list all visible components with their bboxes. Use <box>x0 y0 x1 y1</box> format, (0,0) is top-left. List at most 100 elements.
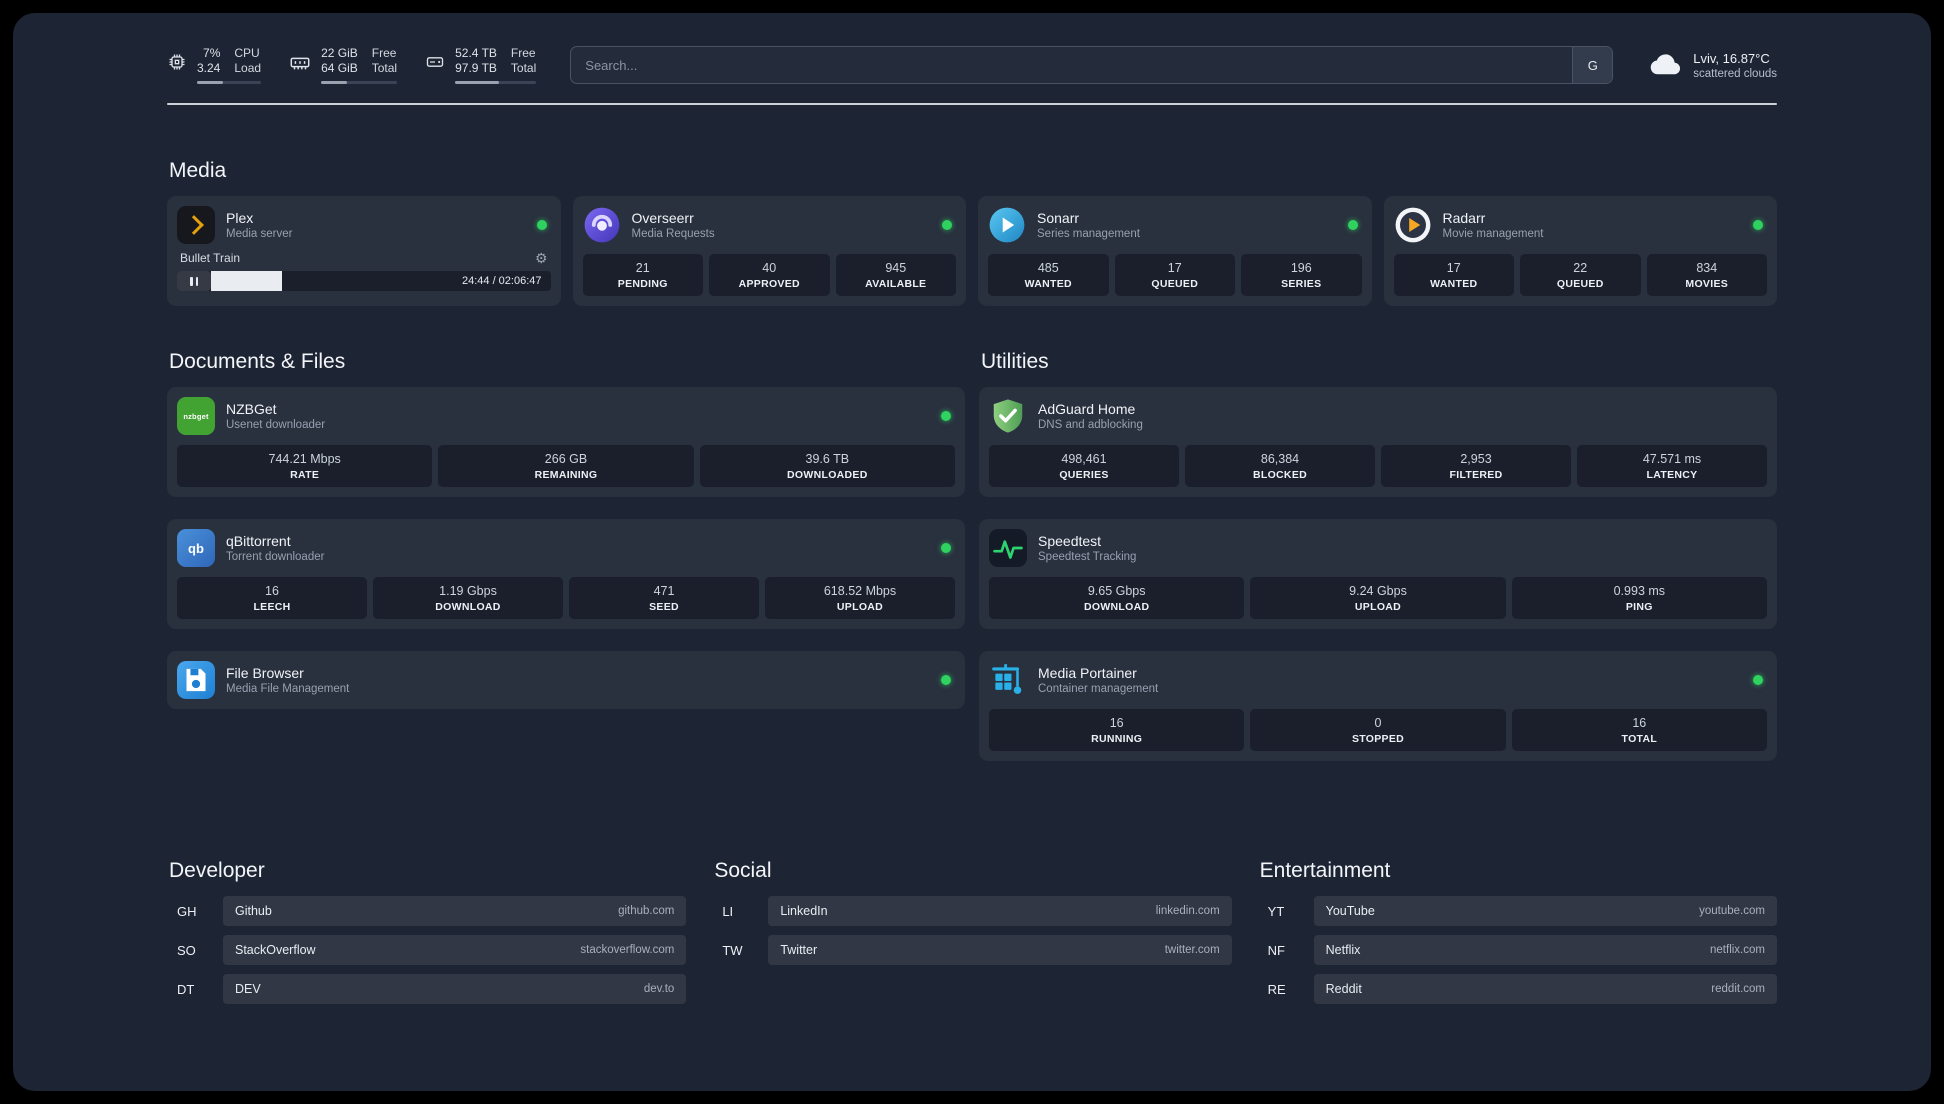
playback-time: 24:44 / 02:06:47 <box>461 275 542 287</box>
service-card-qbittorrent[interactable]: qb qBittorrent Torrent downloader 16 LEEC… <box>167 519 965 629</box>
bookmark-reddit[interactable]: RE Reddit reddit.com <box>1258 974 1777 1004</box>
service-card-overseerr[interactable]: Overseerr Media Requests 21 PENDING 40 APP… <box>572 196 966 306</box>
section-media: Media Plex Media server Bullet Train ⚙ <box>167 159 1777 306</box>
cpu-usage-bar-fill <box>197 81 223 84</box>
service-card-sonarr[interactable]: Sonarr Series management 485 WANTED 17 QUE… <box>978 196 1372 306</box>
section-title-social: Social <box>714 859 772 882</box>
stat-tile: 17 QUEUED <box>1114 254 1235 296</box>
memory-icon <box>290 57 310 70</box>
weather-condition: scattered clouds <box>1693 67 1777 80</box>
nzbget-icon: nzbget <box>177 397 215 435</box>
disk-usage-bar-fill <box>455 81 499 84</box>
service-name: Speedtest <box>1038 533 1102 549</box>
bookmark-linkedin[interactable]: LI LinkedIn linkedin.com <box>712 896 1232 926</box>
weather-location: Lviv, 16.87°C <box>1693 50 1770 66</box>
service-name: Radarr <box>1442 210 1486 226</box>
bookmark-url: github.com <box>618 905 675 917</box>
service-card-plex[interactable]: Plex Media server Bullet Train ⚙ 24:44 /… <box>167 196 561 306</box>
service-name: qBittorrent <box>226 533 291 549</box>
topbar-divider <box>167 103 1777 105</box>
stat-tile: 1.19 Gbps DOWNLOAD <box>373 577 563 619</box>
stat-tile: 618.52 Mbps UPLOAD <box>765 577 955 619</box>
cpu-widget: 7% 3.24 CPU Load <box>167 46 262 84</box>
now-playing-title: Bullet Train <box>180 251 241 265</box>
bookmark-stackoverflow[interactable]: SO StackOverflow stackoverflow.com <box>167 935 687 965</box>
topbar: 7% 3.24 CPU Load 22 GiB 64 GiB <box>167 13 1777 87</box>
stat-tile: 9.65 Gbps DOWNLOAD <box>989 577 1245 619</box>
section-developer: Developer GH Github github.com SO StackOv… <box>167 859 687 1013</box>
bookmark-github[interactable]: GH Github github.com <box>167 896 687 926</box>
stat-tile: 0 STOPPED <box>1250 709 1506 751</box>
stat-tile: 485 WANTED <box>988 254 1109 296</box>
stat-tile: 22 QUEUED <box>1520 254 1641 296</box>
bookmark-url: reddit.com <box>1711 983 1765 995</box>
service-description: Container management <box>1038 683 1159 695</box>
status-dot <box>941 411 951 421</box>
search-input[interactable] <box>571 47 1573 83</box>
pause-button[interactable] <box>177 271 211 291</box>
service-description: Media Requests <box>631 228 715 240</box>
stat-tile: 40 APPROVED <box>709 254 830 296</box>
stat-tile: 39.6 TB DOWNLOADED <box>699 445 955 487</box>
cpu-icon <box>169 54 185 70</box>
section-social: Social LI LinkedIn linkedin.com TW Twitte… <box>712 859 1232 1013</box>
service-name: Media Portainer <box>1038 665 1137 681</box>
stat-tile: 498,461 QUERIES <box>989 445 1179 487</box>
stat-tile: 86,384 BLOCKED <box>1185 445 1375 487</box>
bookmark-name: Github <box>235 904 272 918</box>
bookmark-twitter[interactable]: TW Twitter twitter.com <box>712 935 1232 965</box>
stat-tile: 945 AVAILABLE <box>835 254 956 296</box>
service-card-filebrowser[interactable]: File Browser Media File Management <box>167 651 965 709</box>
bookmark-dev[interactable]: DT DEV dev.to <box>167 974 687 1004</box>
section-utilities: Utilities AdGuard Home DNS and adblockin… <box>979 350 1777 783</box>
status-dot <box>941 543 951 553</box>
bookmark-youtube[interactable]: YT YouTube youtube.com <box>1258 896 1777 926</box>
service-card-nzbget[interactable]: nzbget NZBGet Usenet downloader 744.21 M… <box>167 387 965 497</box>
playback-progress-fill <box>211 271 282 291</box>
service-card-adguard[interactable]: AdGuard Home DNS and adblocking 498,461 Q… <box>979 387 1777 497</box>
bookmark-abbr: NF <box>1267 942 1285 958</box>
memory-total-label: Total <box>371 61 398 75</box>
bookmark-name: DEV <box>235 982 261 996</box>
section-title-developer: Developer <box>169 859 265 882</box>
disk-free-label: Free <box>510 46 536 60</box>
status-dot <box>536 220 547 230</box>
adguard-icon <box>989 397 1027 435</box>
service-card-portainer[interactable]: Media Portainer Container management 16 R… <box>979 651 1777 761</box>
service-card-speedtest[interactable]: Speedtest Speedtest Tracking 9.65 Gbps DO… <box>979 519 1777 629</box>
stat-tile: 266 GB REMAINING <box>438 445 694 487</box>
stat-tile: 47.571 ms LATENCY <box>1577 445 1767 487</box>
bookmark-url: linkedin.com <box>1155 905 1220 917</box>
gear-icon[interactable]: ⚙ <box>534 250 548 266</box>
service-description: Speedtest Tracking <box>1038 551 1137 563</box>
service-name: File Browser <box>226 665 304 681</box>
service-card-radarr[interactable]: Radarr Movie management 17 WANTED 22 QUEUE… <box>1383 196 1777 306</box>
disk-icon <box>426 57 444 67</box>
cpu-load-value: 3.24 <box>197 61 221 75</box>
search-provider-button[interactable]: G <box>1572 47 1613 83</box>
stat-tile: 2,953 FILTERED <box>1381 445 1571 487</box>
disk-free-value: 52.4 TB <box>455 46 497 60</box>
disk-total-label: Total <box>510 61 537 75</box>
bookmark-netflix[interactable]: NF Netflix netflix.com <box>1258 935 1777 965</box>
service-description: Series management <box>1037 228 1140 240</box>
memory-usage-bar <box>321 81 398 84</box>
status-dot <box>942 220 952 230</box>
stat-tile: 196 SERIES <box>1241 254 1362 296</box>
status-dot <box>1347 220 1358 230</box>
bookmark-abbr: LI <box>722 903 734 919</box>
bookmark-url: twitter.com <box>1164 944 1220 956</box>
playback-progress-bar[interactable]: 24:44 / 02:06:47 <box>177 271 551 291</box>
stat-tile: 17 WANTED <box>1393 254 1514 296</box>
disk-total-value: 97.9 TB <box>455 61 497 75</box>
service-description: Media server <box>226 228 293 240</box>
section-title-utilities: Utilities <box>981 350 1049 373</box>
stat-tile: 0.993 ms PING <box>1511 577 1767 619</box>
search-bar: G <box>570 46 1614 84</box>
disk-usage-bar <box>455 81 537 84</box>
cpu-percent: 7% <box>203 46 221 60</box>
section-title-media: Media <box>169 159 227 182</box>
bookmark-abbr: RE <box>1267 981 1286 997</box>
weather-widget: Lviv, 16.87°C scattered clouds <box>1647 47 1777 83</box>
memory-widget: 22 GiB 64 GiB Free Total <box>289 46 398 84</box>
